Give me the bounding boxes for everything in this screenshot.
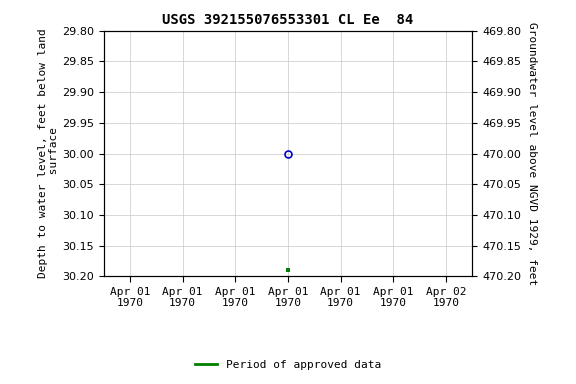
Title: USGS 392155076553301 CL Ee  84: USGS 392155076553301 CL Ee 84 <box>162 13 414 27</box>
Legend: Period of approved data: Period of approved data <box>191 356 385 375</box>
Y-axis label: Groundwater level above NGVD 1929, feet: Groundwater level above NGVD 1929, feet <box>526 22 537 285</box>
Y-axis label: Depth to water level, feet below land
 surface: Depth to water level, feet below land su… <box>37 29 59 278</box>
